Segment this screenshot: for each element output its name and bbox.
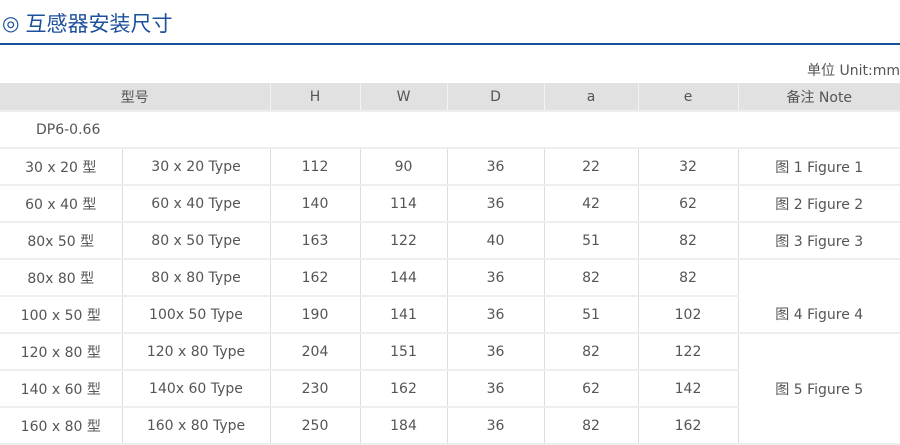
cell-cn: 80x 80 型 [0,259,122,297]
cell-h: 112 [269,148,360,186]
cell-w: 122 [359,222,447,260]
cell-h: 163 [269,222,360,260]
cell-cn: 140 x 60 型 [0,370,122,408]
cell-en: 140x 60 Type [121,370,270,408]
cell-a: 51 [543,296,638,334]
cell-cn: 100 x 50 型 [0,296,122,334]
cell-a: 22 [543,148,638,186]
cell-en: 120 x 80 Type [121,333,270,371]
cell-e: 122 [637,333,738,371]
header-row: 型号 H W D a e 备注 Note [0,83,900,112]
cell-cn: 80x 50 型 [0,222,122,260]
cell-a: 82 [543,333,638,371]
table-row: 60 x 40 型 60 x 40 Type 140 114 36 42 62 图 2 Fig… [0,185,900,223]
cell-en: 160 x 80 Type [121,407,270,445]
unit-label: 单位 Unit:mm [807,63,900,79]
cell-cn: 60 x 40 型 [0,185,122,223]
cell-h: 204 [269,333,360,371]
cell-w: 114 [359,185,447,223]
cell-w: 141 [359,296,447,334]
cell-h: 250 [269,407,360,445]
cell-a: 51 [543,222,638,260]
cell-h: 162 [269,259,360,297]
table-row: 160 x 80 型 160 x 80 Type 250 184 36 82 162 [0,407,900,445]
cell-cn: 30 x 20 型 [0,148,122,186]
title-text: 互感器安装尺寸 [25,12,173,36]
cell-w: 90 [359,148,447,186]
cell-cn: 120 x 80 型 [0,333,122,371]
header-a: a [543,83,638,112]
header-d: D [446,83,544,112]
table-row: 140 x 60 型 140x 60 Type 230 162 36 62 142 [0,370,900,408]
cell-e: 32 [637,148,738,186]
table-row: 100 x 50 型 100x 50 Type 190 141 36 51 102 [0,296,900,334]
cell-d: 36 [446,259,544,297]
cell-cn: 160 x 80 型 [0,407,122,445]
cell-h: 230 [269,370,360,408]
cell-d: 40 [446,222,544,260]
series-label: DP6-0.66 [0,111,900,149]
cell-e: 82 [637,222,738,260]
table-row: 80x 80 型 80 x 80 Type 162 144 36 82 82 图 4 Figu… [0,259,900,334]
header-h: H [269,83,360,112]
cell-h: 190 [269,296,360,334]
cell-w: 144 [359,259,447,297]
cell-a: 82 [543,407,638,445]
cell-note: 图 1 Figure 1 [737,148,900,186]
cell-w: 162 [359,370,447,408]
header-note: 备注 Note [737,83,900,112]
section-title: ◎ 互感器安装尺寸 [2,8,172,38]
cell-e: 82 [637,259,738,297]
cell-a: 82 [543,259,638,297]
cell-note: 图 4 Figure 4 [737,259,900,334]
cell-e: 62 [637,185,738,223]
cell-d: 36 [446,333,544,371]
cell-e: 142 [637,370,738,408]
header-model: 型号 [0,83,270,112]
cell-note: 图 5 Figure 5 [737,333,900,445]
cell-en: 80 x 50 Type [121,222,270,260]
cell-note: 图 3 Figure 3 [737,222,900,260]
cell-en: 80 x 80 Type [121,259,270,297]
header-e: e [637,83,738,112]
cell-note: 图 2 Figure 2 [737,185,900,223]
cell-d: 36 [446,185,544,223]
double-circle-icon: ◎ [2,11,20,35]
cell-a: 42 [543,185,638,223]
cell-en: 30 x 20 Type [121,148,270,186]
cell-w: 184 [359,407,447,445]
cell-d: 36 [446,370,544,408]
table-row: 120 x 80 型 120 x 80 Type 204 151 36 82 122 图 5 … [0,333,900,445]
cell-d: 36 [446,296,544,334]
cell-h: 140 [269,185,360,223]
table-row: 80x 50 型 80 x 50 Type 163 122 40 51 82 图 3 Figu… [0,222,900,260]
cell-e: 102 [637,296,738,334]
title-divider [0,43,900,45]
cell-a: 62 [543,370,638,408]
series-row: DP6-0.66 [0,111,900,149]
table-row: 30 x 20 型 30 x 20 Type 112 90 36 22 32 图 1 Figu… [0,148,900,186]
header-w: W [359,83,447,112]
cell-e: 162 [637,407,738,445]
cell-en: 100x 50 Type [121,296,270,334]
cell-en: 60 x 40 Type [121,185,270,223]
cell-d: 36 [446,407,544,445]
cell-d: 36 [446,148,544,186]
cell-w: 151 [359,333,447,371]
